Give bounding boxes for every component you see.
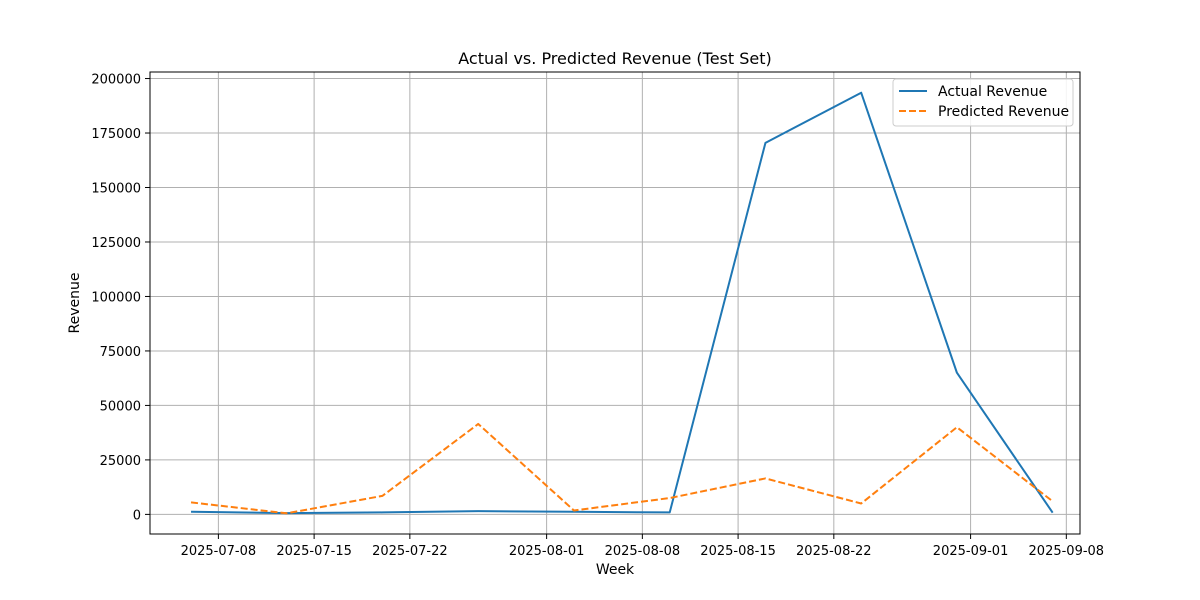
- x-tick-label: 2025-08-15: [700, 544, 776, 559]
- plot-frame: [149, 71, 1081, 535]
- legend-label: Actual Revenue: [938, 84, 1047, 100]
- series-line-actual-revenue: [191, 91, 1054, 515]
- x-axis-label: Week: [596, 562, 635, 578]
- x-tick-label: 2025-08-08: [605, 544, 681, 559]
- grid: [150, 72, 1080, 534]
- y-tick-label: 0: [133, 508, 141, 523]
- x-tick-label: 2025-09-08: [1029, 544, 1105, 559]
- x-tick-label: 2025-09-01: [933, 544, 1009, 559]
- y-tick-label: 125000: [91, 236, 141, 251]
- y-tick-label: 25000: [100, 454, 141, 469]
- series-lines: [190, 91, 1054, 515]
- legend-label: Predicted Revenue: [938, 104, 1069, 120]
- y-tick-label: 75000: [100, 345, 141, 360]
- ticks: 2025-07-08 2025-07-15 2025-07-22 2025-08-01…: [91, 73, 1104, 559]
- x-tick-label: 2025-07-22: [372, 544, 448, 559]
- y-tick-label: 50000: [100, 399, 141, 414]
- x-tick-label: 2025-08-22: [796, 544, 872, 559]
- y-tick-label: 175000: [91, 127, 141, 142]
- y-tick-label: 200000: [91, 73, 141, 88]
- y-tick-label: 100000: [91, 290, 141, 305]
- legend-box: [892, 78, 1074, 127]
- x-tick-label: 2025-08-01: [509, 544, 585, 559]
- chart-title: Actual vs. Predicted Revenue (Test Set): [458, 49, 772, 68]
- legend: Actual Revenue Predicted Revenue: [892, 78, 1074, 127]
- series-line-predicted-revenue: [190, 422, 1054, 515]
- x-tick-label: 2025-07-15: [276, 544, 352, 559]
- y-tick-label: 150000: [91, 182, 141, 197]
- y-axis-label: Revenue: [67, 273, 83, 334]
- x-tick-label: 2025-07-08: [181, 544, 257, 559]
